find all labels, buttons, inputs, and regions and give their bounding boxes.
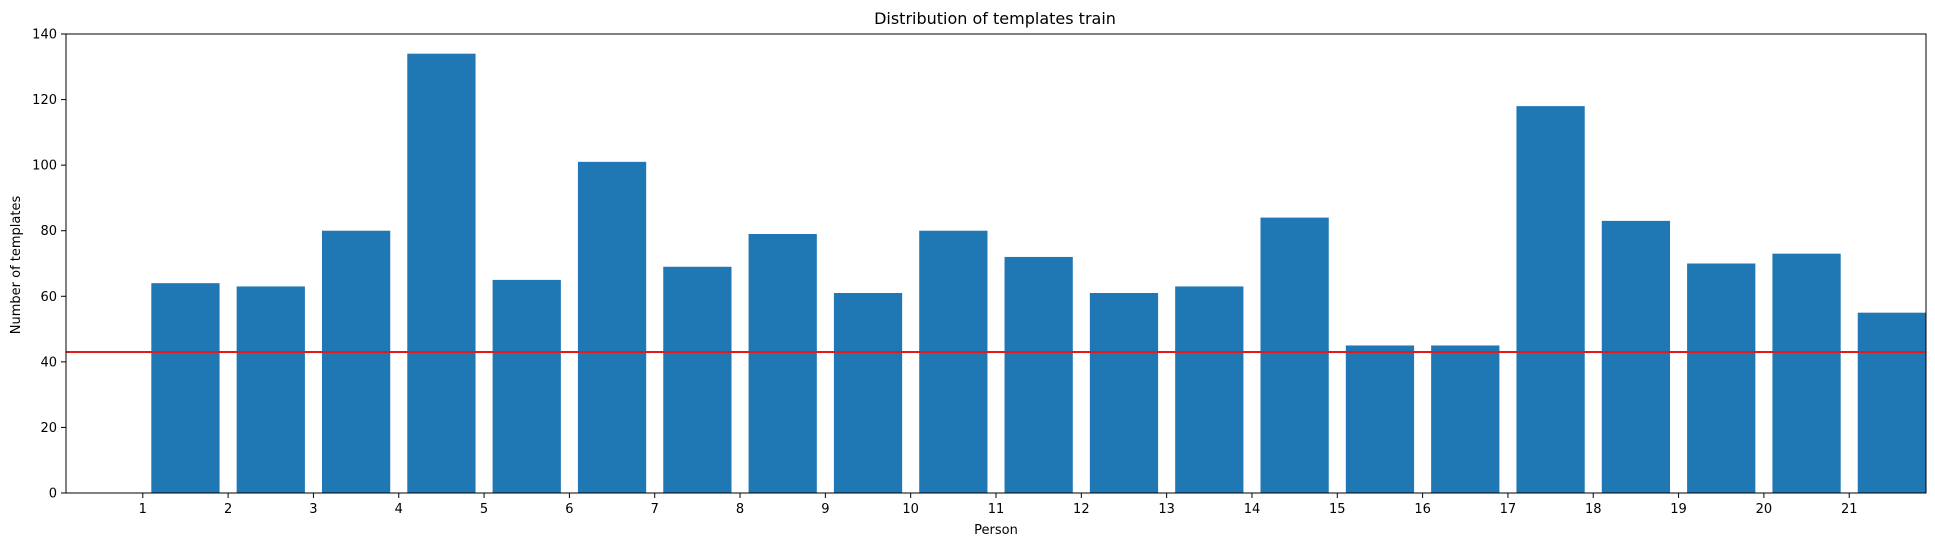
y-tick-label-120: 120 [32,93,57,108]
y-axis-label: Number of templates [9,196,24,335]
bars-group [151,53,1926,494]
x-tick-label-18: 18 [1585,502,1602,517]
x-tick-label-1: 1 [139,502,147,517]
bar-19 [1687,263,1756,493]
x-tick-label-11: 11 [988,502,1005,517]
x-tick-label-21: 21 [1841,502,1858,517]
chart-title: Distribution of templates train [874,9,1116,28]
bar-1 [151,283,220,493]
bar-3 [321,230,391,493]
x-tick-label-10: 10 [902,502,919,517]
bar-20 [1772,253,1841,493]
bar-7 [663,266,732,493]
x-tick-label-4: 4 [395,502,403,517]
bar-21 [1857,312,1926,493]
bar-5 [492,279,561,493]
x-tick-label-15: 15 [1329,502,1346,517]
x-tick-label-19: 19 [1670,502,1687,517]
x-tick-label-12: 12 [1073,502,1090,517]
x-tick-label-14: 14 [1244,502,1261,517]
y-tick-label-40: 40 [40,355,57,370]
y-tick-label-80: 80 [40,224,57,239]
x-tick-label-8: 8 [736,502,744,517]
x-tick-label-2: 2 [224,502,232,517]
bar-4 [407,53,476,494]
x-tick-label-17: 17 [1500,502,1517,517]
x-tick-label-5: 5 [480,502,488,517]
y-tick-label-60: 60 [40,290,57,305]
bar-18 [1601,220,1671,493]
bar-13 [1175,286,1244,493]
x-tick-label-3: 3 [309,502,317,517]
bar-15 [1345,345,1415,493]
bar-11 [1004,256,1073,493]
bar-16 [1431,345,1500,493]
x-tick-label-6: 6 [565,502,573,517]
y-tick-label-140: 140 [32,28,57,43]
x-tick-label-20: 20 [1756,502,1773,517]
x-tick-label-9: 9 [821,502,829,517]
bar-2 [236,286,305,493]
bar-9 [833,293,903,493]
x-tick-label-16: 16 [1414,502,1431,517]
y-tick-label-100: 100 [32,159,57,174]
bar-14 [1260,217,1329,493]
bar-8 [748,233,817,493]
x-ticks-group: 1 2 3 4 5 6 7 8 9 10 11 12 13 14 15 16 17 18 19 20 21 [139,493,1858,517]
x-tick-label-7: 7 [651,502,659,517]
bar-10 [919,230,988,493]
bar-6 [577,161,647,493]
bar-17 [1516,106,1585,493]
y-tick-label-0: 0 [49,487,57,502]
y-tick-label-20: 20 [40,421,57,436]
y-ticks-group: 0 20 40 60 80 100 120 140 [32,28,66,502]
bar-12 [1089,293,1159,493]
x-axis-label: Person [974,523,1018,538]
x-tick-label-13: 13 [1158,502,1175,517]
